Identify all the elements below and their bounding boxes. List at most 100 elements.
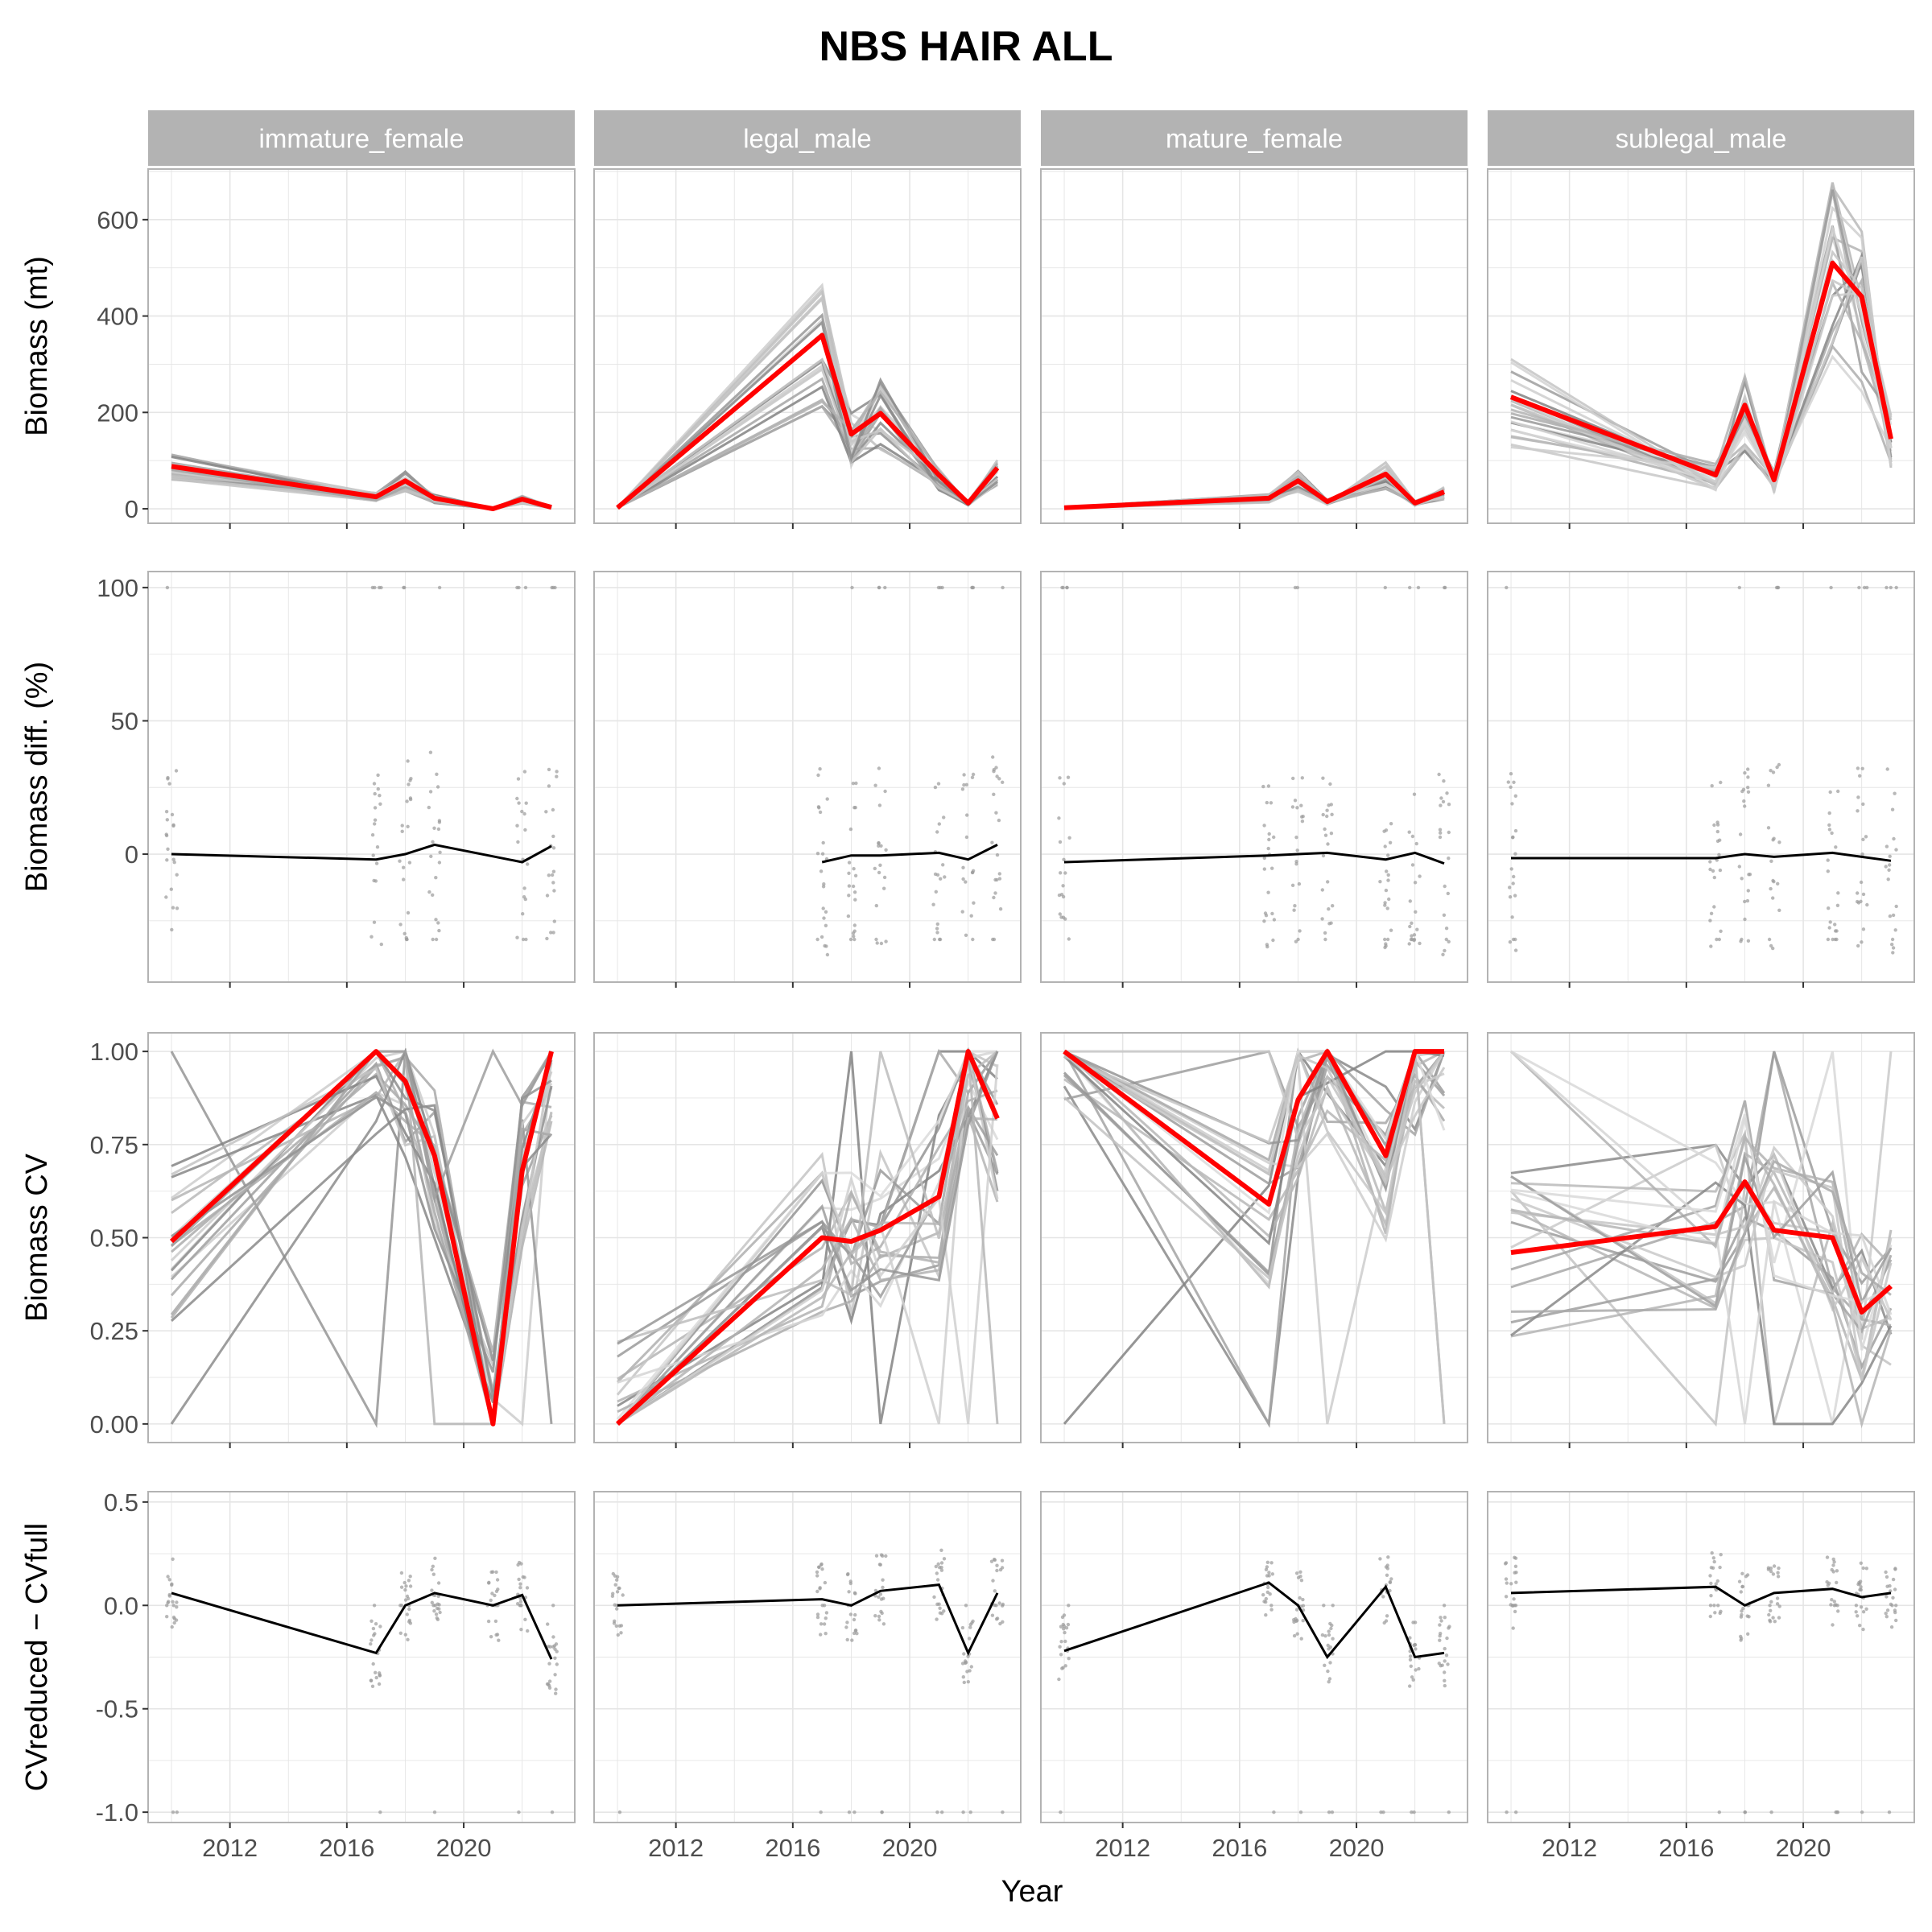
jitter-point [1270, 866, 1274, 870]
jitter-point [551, 1604, 555, 1608]
jitter-point [1294, 836, 1298, 840]
jitter-point [170, 812, 175, 817]
x-tick-label: 2016 [319, 1834, 374, 1862]
jitter-point [1740, 877, 1744, 881]
panel-cv-mature_female [1040, 1032, 1468, 1448]
jitter-point [1292, 1633, 1297, 1638]
jitter-point [1326, 1643, 1330, 1648]
jitter-point [1835, 1604, 1839, 1608]
jitter-point [1265, 1560, 1270, 1565]
jitter-point [547, 1662, 551, 1666]
jitter-point [995, 774, 999, 778]
jitter-point [932, 937, 937, 942]
jitter-point [436, 827, 441, 832]
jitter-point [1710, 1551, 1714, 1555]
jitter-point [964, 933, 968, 938]
jitter-point [1834, 845, 1838, 849]
facet-strip [1488, 110, 1914, 166]
jitter-point [1826, 937, 1831, 942]
jitter-point [1510, 1604, 1515, 1608]
jitter-point [400, 829, 404, 834]
jitter-point [1262, 1600, 1266, 1604]
jitter-point [175, 1810, 179, 1814]
jitter-point [942, 1557, 947, 1561]
jitter-point [852, 1617, 857, 1622]
jitter-point [1747, 1615, 1751, 1619]
jitter-point [436, 1594, 440, 1599]
jitter-point [815, 1615, 820, 1620]
jitter-point [1860, 852, 1864, 857]
jitter-point [371, 1662, 375, 1666]
jitter-point [490, 1591, 494, 1596]
jitter-point [1777, 840, 1781, 844]
jitter-point [552, 889, 556, 893]
jitter-point [436, 785, 440, 789]
jitter-point [545, 1682, 550, 1686]
jitter-point [1827, 926, 1831, 930]
jitter-point [1267, 837, 1271, 842]
jitter-point [614, 1624, 618, 1629]
jitter-point [1381, 1595, 1385, 1599]
mean-line [617, 1583, 999, 1657]
jitter-point [1438, 1638, 1442, 1642]
jitter-point [1383, 585, 1388, 590]
replicate-line [617, 332, 998, 509]
jitter-point [613, 1574, 617, 1578]
x-tick-label: 2012 [202, 1834, 258, 1862]
jitter-point [1443, 1659, 1447, 1663]
jitter-point [1444, 937, 1449, 942]
series-line-full [171, 464, 552, 511]
jitter-point [852, 937, 857, 942]
jitter-point [1262, 856, 1267, 861]
jitter-point [815, 1612, 820, 1616]
jitter-point [972, 901, 976, 905]
jitter-point [1894, 848, 1898, 852]
jitter-point [1886, 877, 1890, 881]
jitter-point [960, 910, 964, 914]
jitter-point [1408, 1654, 1413, 1658]
jitter-point [1059, 893, 1064, 897]
jitter-point [493, 1619, 498, 1624]
jitter-point [992, 895, 996, 900]
jitter-point [818, 1586, 822, 1590]
jitter-point [1889, 1589, 1893, 1593]
jitter-point [1063, 871, 1067, 875]
jitter-point [1709, 1594, 1713, 1598]
jitter-point [1063, 1639, 1067, 1644]
jitter-point [1443, 585, 1447, 590]
jitter-point [1831, 1563, 1835, 1567]
jitter-point [1413, 881, 1418, 885]
jitter-point [377, 585, 382, 590]
jitter-point [882, 875, 887, 880]
jitter-point [175, 1600, 179, 1604]
jitter-point [1861, 892, 1866, 897]
jitter-point [990, 1613, 995, 1617]
chart-title: NBS HAIR ALL [819, 23, 1113, 70]
jitter-point [408, 1584, 413, 1588]
series-line-full [616, 332, 1000, 510]
jitter-point [405, 799, 409, 803]
jitter-point [1890, 943, 1894, 947]
jitter-point [877, 803, 882, 807]
jitter-point [991, 755, 995, 759]
jitter-point [965, 813, 969, 817]
jitter-point [1385, 906, 1389, 910]
jitter-point [376, 786, 380, 791]
jitter-point [935, 1578, 940, 1582]
jitter-point [525, 1586, 530, 1590]
jitter-point [1740, 937, 1744, 942]
jitter-point [1885, 1615, 1889, 1619]
jitter-point [963, 1659, 968, 1663]
jitter-point [1409, 937, 1414, 942]
jitter-point [1508, 886, 1512, 890]
jitter-point [399, 1571, 404, 1575]
jitter-point [174, 1618, 179, 1622]
jitter-point [815, 1574, 819, 1578]
jitter-point [547, 873, 551, 877]
jitter-point [879, 1553, 884, 1557]
jitter-point [935, 1810, 939, 1814]
jitter-point [1887, 868, 1891, 873]
jitter-point [1386, 873, 1390, 877]
jitter-point [1508, 940, 1513, 944]
jitter-point [1389, 1577, 1393, 1581]
